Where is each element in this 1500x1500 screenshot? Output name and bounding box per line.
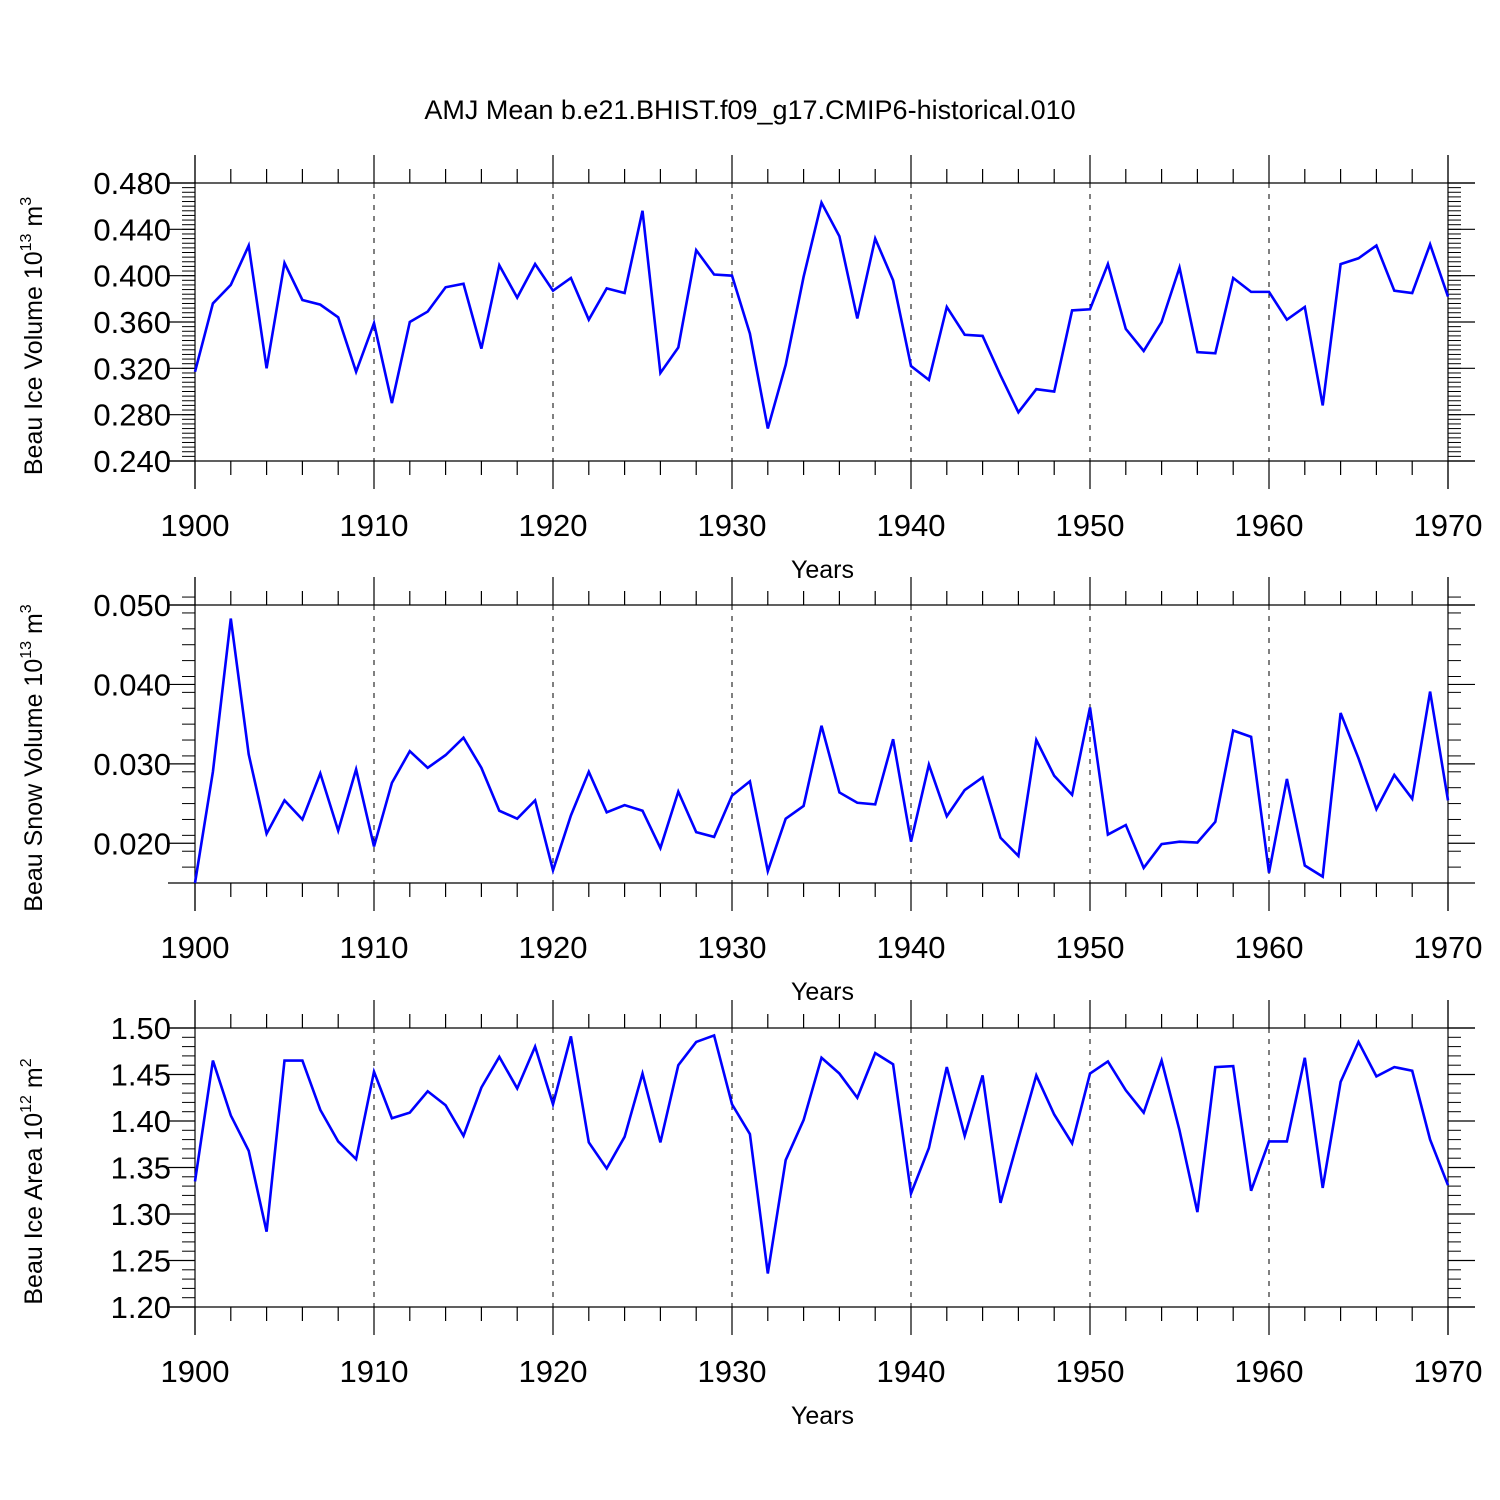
panel-ice-area: 1.20 1.25 1.30 1.35 1.40 1.45 1.50 1900 1910 1920… [18, 1000, 1482, 1430]
x-tick-label: 1940 [877, 930, 946, 965]
y-tick-label: 1.50 [111, 1011, 171, 1046]
x-tick-label: 1930 [698, 930, 767, 965]
y-axis-title-text: Beau Ice Area 10 [20, 1113, 48, 1305]
y-tick-label: 0.360 [93, 305, 171, 340]
y-tick-label: 0.030 [93, 747, 171, 782]
y-axis-title-text: m [20, 206, 48, 234]
x-tick-label: 1920 [519, 930, 588, 965]
x-tick-label: 1930 [698, 1354, 767, 1389]
y-axis-title-text: Beau Ice Volume 10 [20, 251, 48, 475]
y-axis-title: Beau Ice Volume 1013 m3 [18, 197, 48, 475]
y-tick-label: 0.050 [93, 588, 171, 623]
y-axis-title-exponent: 13 [18, 233, 35, 251]
x-tick-label: 1970 [1414, 1354, 1483, 1389]
y-tick-label: 0.480 [93, 166, 171, 201]
y-tick-label: 1.25 [111, 1244, 171, 1279]
y-axis-title-text: Beau Snow Volume 10 [20, 659, 48, 912]
x-tick-label: 1900 [161, 930, 230, 965]
y-axis-title-exponent: 3 [18, 604, 35, 613]
y-tick-label: 1.40 [111, 1104, 171, 1139]
y-axis-title: Beau Snow Volume 1013 m3 [18, 604, 48, 912]
x-tick-label: 1950 [1056, 508, 1125, 543]
y-axis-title-text: m [20, 1067, 48, 1095]
panel-ice-volume: 0.240 0.280 0.320 0.360 0.400 0.440 0.480 1900 1… [18, 155, 1482, 584]
x-tick-label: 1970 [1414, 508, 1483, 543]
y-tick-label: 0.040 [93, 667, 171, 702]
x-tick-label: 1910 [340, 508, 409, 543]
y-tick-label: 0.020 [93, 826, 171, 861]
y-axis-title-exponent: 13 [18, 641, 35, 659]
y-tick-label: 0.440 [93, 212, 171, 247]
panel-snow-volume: 0.020 0.030 0.040 0.050 1900 1910 1920 1930 1940… [18, 577, 1482, 1006]
y-tick-label: 1.20 [111, 1290, 171, 1325]
x-tick-label: 1940 [877, 1354, 946, 1389]
y-tick-label: 1.30 [111, 1197, 171, 1232]
y-tick-label: 0.400 [93, 259, 171, 294]
x-axis-title: Years [791, 556, 854, 584]
y-tick-label: 1.35 [111, 1151, 171, 1186]
y-axis-title-exponent: 3 [18, 197, 35, 206]
x-tick-label: 1940 [877, 508, 946, 543]
x-axis-title: Years [791, 978, 854, 1006]
y-tick-label: 0.320 [93, 351, 171, 386]
chart-title: AMJ Mean b.e21.BHIST.f09_g17.CMIP6-histo… [424, 95, 1075, 125]
series-line-ice-area [193, 1033, 1450, 1274]
x-tick-label: 1910 [340, 1354, 409, 1389]
series-line-snow-volume [193, 618, 1450, 884]
y-tick-label: 0.280 [93, 398, 171, 433]
x-tick-label: 1970 [1414, 930, 1483, 965]
x-tick-label: 1900 [161, 1354, 230, 1389]
x-tick-label: 1910 [340, 930, 409, 965]
y-axis-title-exponent: 2 [18, 1058, 35, 1067]
x-tick-label: 1960 [1235, 1354, 1304, 1389]
x-tick-label: 1920 [519, 508, 588, 543]
x-tick-label: 1950 [1056, 1354, 1125, 1389]
x-tick-label: 1950 [1056, 930, 1125, 965]
x-tick-label: 1920 [519, 1354, 588, 1389]
y-axis-title: Beau Ice Area 1012 m2 [18, 1058, 48, 1304]
series-line-ice-volume [193, 199, 1450, 429]
x-tick-label: 1900 [161, 508, 230, 543]
x-tick-label: 1960 [1235, 508, 1304, 543]
x-tick-label: 1930 [698, 508, 767, 543]
y-axis-title-exponent: 12 [18, 1095, 35, 1113]
x-tick-label: 1960 [1235, 930, 1304, 965]
y-axis-title-text: m [20, 613, 48, 641]
y-tick-label: 0.240 [93, 444, 171, 479]
y-tick-label: 1.45 [111, 1058, 171, 1093]
x-axis-title: Years [791, 1402, 854, 1430]
